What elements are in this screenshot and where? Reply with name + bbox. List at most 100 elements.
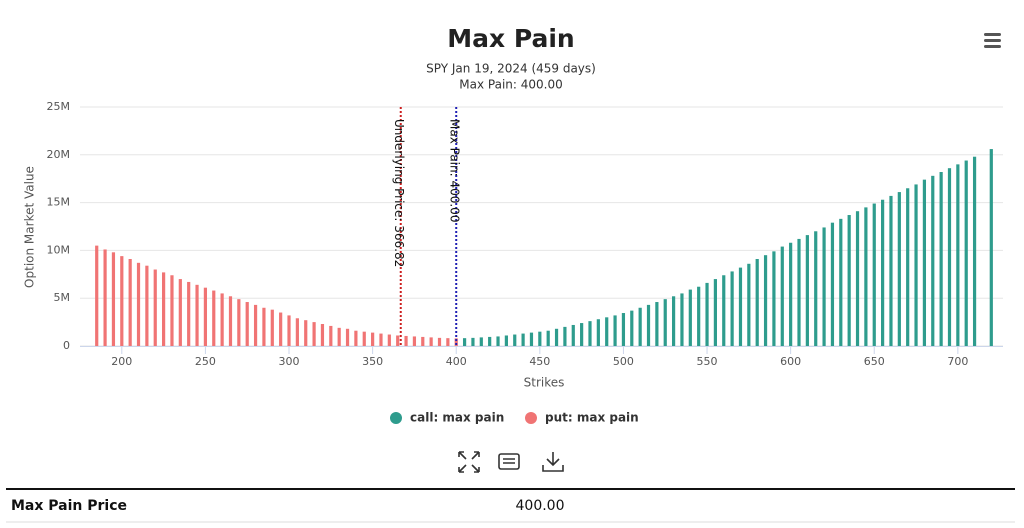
- bar: [220, 293, 224, 346]
- bar: [538, 331, 542, 346]
- bar: [320, 324, 325, 346]
- x-tick-label: 600: [780, 355, 801, 368]
- expand-icon[interactable]: [458, 451, 480, 473]
- bar: [889, 195, 893, 346]
- bar: [797, 238, 801, 346]
- bar: [864, 207, 868, 346]
- bar: [747, 263, 751, 346]
- bar: [337, 327, 341, 346]
- bar: [655, 302, 659, 346]
- bar: [471, 337, 475, 346]
- bar: [872, 203, 876, 346]
- y-axis-title: Option Market Value: [23, 166, 37, 288]
- bar: [253, 304, 258, 346]
- x-tick-label: 450: [529, 355, 550, 368]
- bar: [571, 324, 575, 346]
- bar: [312, 322, 316, 346]
- bar: [972, 156, 977, 346]
- x-tick-label: 400: [446, 355, 467, 368]
- x-tick-label: 250: [195, 355, 216, 368]
- bar: [964, 160, 968, 346]
- bar: [939, 172, 943, 346]
- bar: [488, 336, 492, 346]
- bar: [789, 242, 793, 346]
- bar: [722, 275, 726, 346]
- bar: [881, 199, 885, 346]
- bar: [362, 331, 366, 346]
- y-tick-label: 25M: [47, 100, 71, 113]
- x-tick-label: 200: [111, 355, 132, 368]
- download-icon[interactable]: [542, 452, 564, 472]
- bar: [563, 326, 567, 346]
- y-tick-label: 20M: [47, 148, 71, 161]
- bar: [95, 245, 99, 346]
- bar: [437, 337, 442, 346]
- bar: [396, 335, 400, 346]
- bar: [304, 320, 308, 346]
- bar: [162, 272, 166, 346]
- chart-subtitle: SPY Jan 19, 2024 (459 days): [426, 62, 596, 76]
- bar: [763, 255, 768, 346]
- bar: [822, 227, 826, 346]
- bar: [111, 252, 116, 346]
- menu-button[interactable]: [984, 33, 1001, 48]
- bar: [454, 338, 458, 346]
- bar: [128, 259, 132, 346]
- bar: [922, 179, 927, 346]
- bar: [262, 307, 266, 346]
- bar: [680, 293, 684, 346]
- bar: [279, 312, 283, 346]
- bar: [521, 333, 525, 346]
- chart-subtitle: Max Pain: 400.00: [459, 78, 562, 92]
- bar: [605, 317, 609, 346]
- legend-label[interactable]: call: max pain: [410, 411, 504, 425]
- bar: [245, 302, 249, 346]
- bar: [713, 279, 717, 346]
- legend-marker: [525, 412, 537, 424]
- bar: [780, 246, 784, 346]
- bar: [295, 318, 299, 346]
- table-icon[interactable]: [498, 453, 520, 470]
- bar: [379, 333, 383, 346]
- legend-label[interactable]: put: max pain: [545, 411, 639, 425]
- bar: [103, 249, 107, 346]
- bar: [897, 192, 901, 346]
- bar: [646, 304, 651, 346]
- bar: [621, 313, 626, 346]
- bar: [145, 265, 149, 346]
- bar: [529, 332, 534, 346]
- bar: [730, 271, 734, 346]
- bar: [914, 184, 918, 346]
- bar: [630, 310, 634, 346]
- bar: [839, 218, 843, 346]
- x-tick-label: 700: [947, 355, 968, 368]
- table-cell: Max Pain Price: [11, 498, 127, 514]
- y-tick-label: 10M: [47, 243, 71, 256]
- bar: [462, 338, 467, 346]
- y-tick-label: 5M: [54, 291, 71, 304]
- bar: [404, 335, 408, 346]
- bar: [613, 315, 617, 346]
- bar: [688, 289, 692, 346]
- bar: [203, 287, 208, 346]
- table-cell: 400.00: [516, 498, 565, 514]
- bar: [755, 259, 759, 346]
- bar: [354, 330, 358, 346]
- bar: [120, 256, 124, 346]
- x-tick-label: 300: [279, 355, 300, 368]
- bar: [504, 335, 508, 346]
- bar: [956, 164, 960, 346]
- bar: [738, 267, 743, 346]
- x-tick-label: 650: [864, 355, 885, 368]
- bar: [705, 282, 709, 346]
- bar: [387, 334, 391, 346]
- bar: [479, 337, 483, 346]
- y-tick-label: 15M: [47, 196, 71, 209]
- bar: [596, 319, 600, 346]
- bar: [270, 309, 274, 346]
- bar: [814, 231, 818, 346]
- bar: [697, 286, 701, 346]
- bar: [329, 325, 333, 346]
- bar: [287, 315, 291, 346]
